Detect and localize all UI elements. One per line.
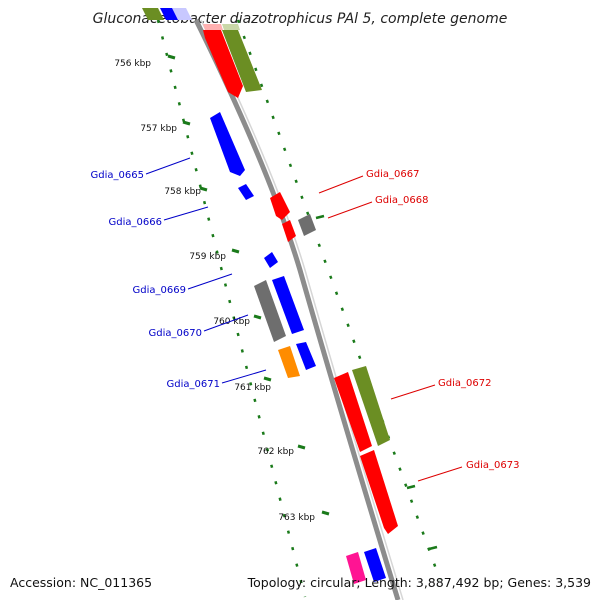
- gene-red-756[interactable]: [203, 30, 243, 98]
- tick-mark: [231, 248, 240, 254]
- tick-758: 758 kbp: [164, 186, 208, 197]
- gene-label[interactable]: Gdia_0667: [366, 169, 419, 180]
- leader-line: [187, 273, 233, 290]
- tick-763: 763 kbp: [278, 510, 330, 523]
- gene-gdia-0665[interactable]: [210, 112, 245, 176]
- gene-gdia-0667[interactable]: [270, 192, 290, 220]
- gene-gdia-0668[interactable]: [298, 214, 316, 236]
- tick-mark-right: [315, 214, 325, 220]
- tick-label: 761 kbp: [234, 383, 271, 393]
- label-gdia-0669[interactable]: Gdia_0669: [133, 273, 233, 296]
- leader-line: [390, 384, 436, 400]
- label-gdia-0672[interactable]: Gdia_0672: [390, 378, 491, 400]
- leader-line: [327, 201, 373, 219]
- gene-olive-756-cap: [222, 24, 240, 30]
- tick-label: 763 kbp: [278, 513, 315, 523]
- tick-757: 757 kbp: [140, 120, 191, 134]
- leader-line: [417, 466, 463, 482]
- tick-label: 762 kbp: [257, 447, 294, 457]
- gene-gdia-0666[interactable]: [238, 184, 254, 200]
- tick-mark: [253, 314, 262, 320]
- gene-gdia-0669[interactable]: [264, 252, 278, 268]
- gene-label[interactable]: Gdia_0670: [149, 328, 202, 339]
- tick-762: 762 kbp: [257, 444, 306, 457]
- gene-gdia-0672-red[interactable]: [334, 372, 372, 452]
- gene-olive-756[interactable]: [222, 30, 262, 92]
- label-gdia-0668[interactable]: Gdia_0668: [327, 195, 428, 219]
- gene-olive-top-left[interactable]: [142, 8, 164, 20]
- tick-mark: [321, 510, 330, 516]
- tick-label: 759 kbp: [189, 252, 226, 262]
- tick-761: 761 kbp: [234, 376, 272, 393]
- tick-mark-right: [428, 545, 438, 551]
- gene-label[interactable]: Gdia_0672: [438, 378, 491, 389]
- label-gdia-0667[interactable]: Gdia_0667: [318, 169, 419, 194]
- gene-label[interactable]: Gdia_0666: [109, 217, 162, 228]
- label-gdia-0670[interactable]: Gdia_0670: [149, 314, 249, 339]
- gene-red-756-cap: [203, 24, 223, 30]
- topology-text: Topology: circular; Length: 3,887,492 bp…: [247, 575, 591, 590]
- gene-gdia-0672-olive[interactable]: [352, 366, 390, 446]
- gene-gdia-0670-blue[interactable]: [272, 276, 304, 334]
- label-gdia-0671[interactable]: Gdia_0671: [167, 369, 267, 390]
- tick-mark-right: [406, 484, 416, 490]
- leader-line: [163, 206, 209, 221]
- genome-backbone-highlight: [200, 19, 404, 600]
- label-gdia-0666[interactable]: Gdia_0666: [109, 206, 209, 228]
- gene-label[interactable]: Gdia_0668: [375, 195, 428, 206]
- gene-pink-bottom[interactable]: [346, 552, 366, 584]
- gene-label[interactable]: Gdia_0669: [133, 285, 186, 296]
- tick-mark: [167, 54, 176, 60]
- gene-gdia-0670-gray[interactable]: [254, 280, 286, 342]
- gene-label[interactable]: Gdia_0665: [91, 170, 144, 181]
- tick-label: 756 kbp: [114, 59, 151, 69]
- tick-mark: [199, 186, 208, 192]
- tick-mark: [297, 444, 306, 450]
- leader-line: [203, 314, 249, 332]
- leader-line: [145, 157, 191, 175]
- gene-gdia-0667b[interactable]: [282, 220, 296, 242]
- tick-label: 758 kbp: [164, 187, 201, 197]
- gene-gdia-0673[interactable]: [360, 450, 398, 534]
- gene-gdia-0671-orange[interactable]: [278, 346, 300, 378]
- tick-label: 757 kbp: [140, 124, 177, 134]
- tick-mark: [263, 376, 272, 382]
- tick-mark: [182, 120, 191, 126]
- tick-760: 760 kbp: [213, 314, 262, 327]
- tick-756: 756 kbp: [114, 54, 176, 69]
- tick-label: 760 kbp: [213, 317, 250, 327]
- gene-gdia-0671-blue[interactable]: [296, 342, 316, 370]
- gene-label[interactable]: Gdia_0671: [167, 379, 220, 390]
- gene-label[interactable]: Gdia_0673: [466, 460, 519, 471]
- genome-backbone: [193, 18, 401, 600]
- leader-line: [221, 369, 267, 384]
- accession-text: Accession: NC_011365: [10, 575, 152, 590]
- label-gdia-0665[interactable]: Gdia_0665: [91, 157, 191, 181]
- tick-759: 759 kbp: [189, 248, 240, 262]
- gene-blue-bottom[interactable]: [364, 548, 386, 582]
- label-gdia-0673[interactable]: Gdia_0673: [417, 460, 519, 482]
- gene-blue-top-light[interactable]: [172, 8, 192, 20]
- leader-line: [318, 175, 364, 194]
